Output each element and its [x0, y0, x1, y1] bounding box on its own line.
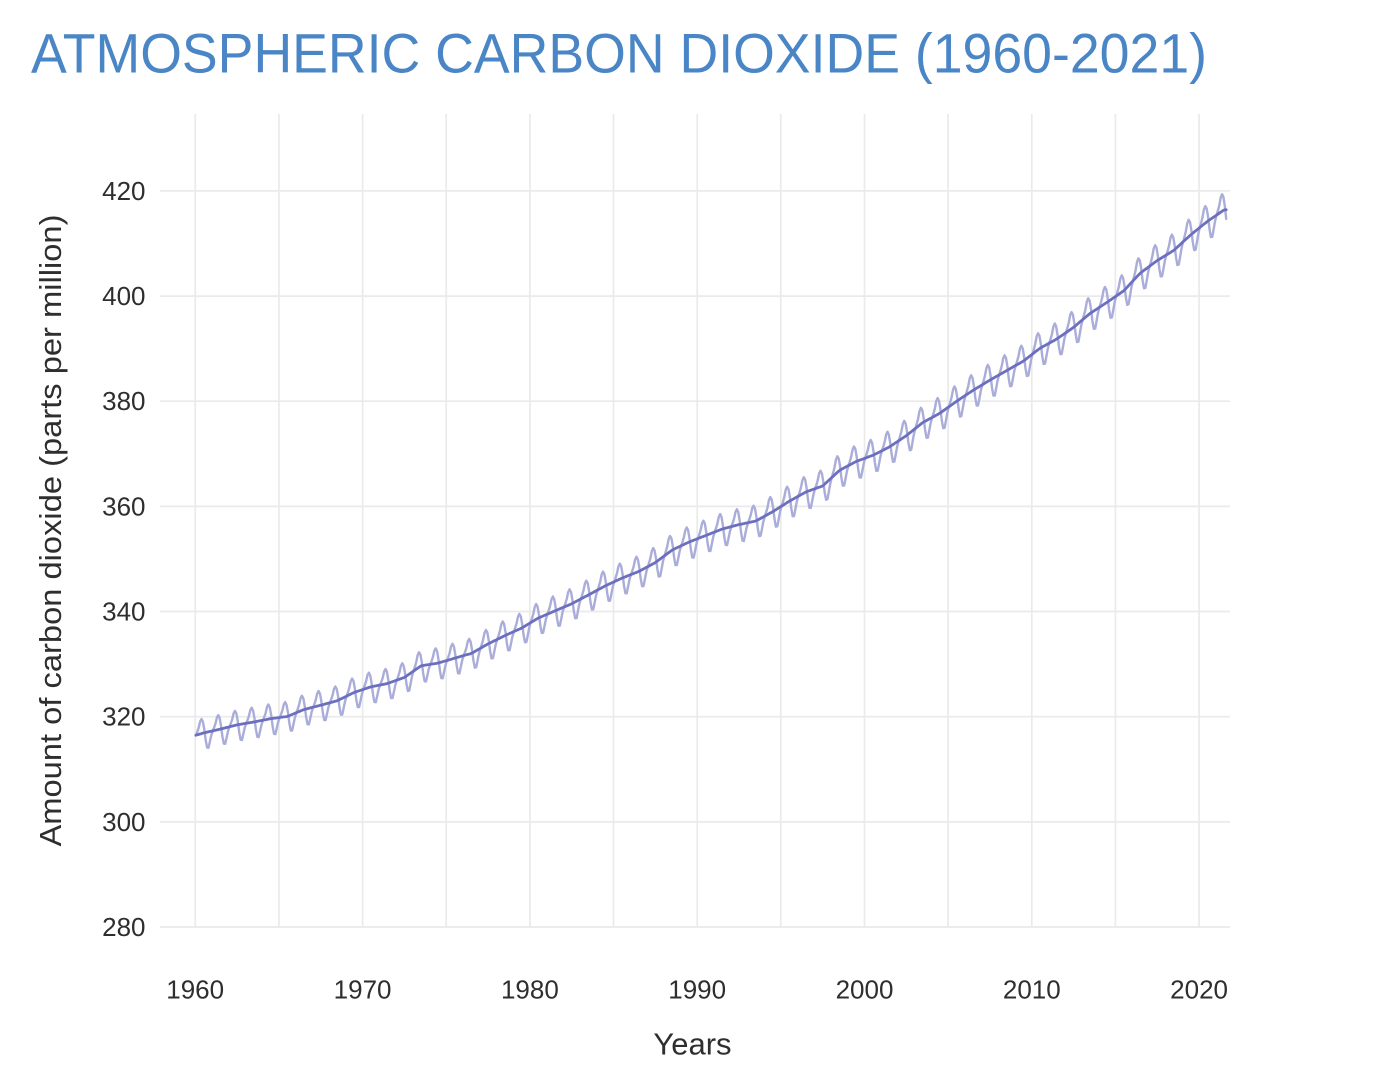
svg-text:360: 360: [102, 491, 145, 521]
svg-text:1970: 1970: [334, 975, 392, 1005]
svg-text:Years: Years: [653, 1027, 731, 1062]
svg-text:420: 420: [102, 176, 145, 206]
svg-text:400: 400: [102, 281, 145, 311]
svg-text:1980: 1980: [501, 975, 559, 1005]
svg-text:300: 300: [102, 807, 145, 837]
svg-text:1990: 1990: [668, 975, 726, 1005]
svg-text:340: 340: [102, 597, 145, 627]
svg-text:1960: 1960: [166, 975, 224, 1005]
svg-text:ATMOSPHERIC CARBON DIOXIDE (19: ATMOSPHERIC CARBON DIOXIDE (1960-2021): [31, 22, 1207, 85]
svg-text:Amount of carbon dioxide (part: Amount of carbon dioxide (parts per mill…: [33, 215, 68, 847]
svg-text:380: 380: [102, 386, 145, 416]
svg-text:320: 320: [102, 702, 145, 732]
svg-text:280: 280: [102, 912, 145, 942]
svg-text:2000: 2000: [836, 975, 894, 1005]
svg-text:2010: 2010: [1003, 975, 1061, 1005]
svg-text:2020: 2020: [1170, 975, 1228, 1005]
